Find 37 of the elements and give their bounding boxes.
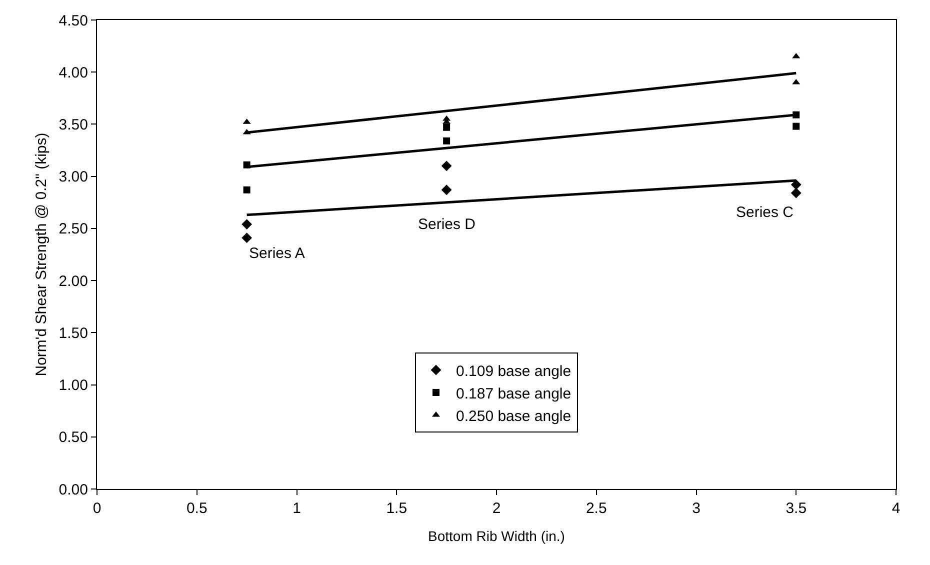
y-tick-label: 2.50 (58, 220, 88, 238)
point (792, 52, 800, 58)
point (242, 219, 252, 230)
x-axis-title: Bottom Rib Width (in.) (428, 528, 565, 544)
point (790, 188, 802, 198)
annotation: Series D (418, 216, 476, 233)
y-tick-label: 0.50 (58, 429, 88, 446)
y-tick-label: 1.00 (58, 377, 88, 394)
x-tick-label: 4 (892, 500, 900, 517)
y-tick-label: 3.00 (58, 168, 88, 186)
y-tick-label: 0.00 (58, 481, 88, 498)
y-tick-label: 4.00 (58, 64, 88, 82)
point (441, 184, 452, 196)
y-tick-label: 2.00 (58, 272, 88, 290)
point (441, 160, 452, 172)
y-tick-label: 4.50 (58, 12, 88, 30)
x-tick-label: 1.5 (386, 500, 408, 517)
point (792, 122, 800, 130)
y-tick-label: 3.50 (58, 116, 88, 134)
x-tick-label: 0.5 (186, 500, 208, 517)
x-tick-label: 3.5 (786, 500, 807, 517)
point (243, 186, 250, 194)
annotation: Series A (249, 245, 305, 262)
point (443, 124, 450, 131)
point (242, 232, 252, 244)
x-tick-label: 2.5 (586, 500, 607, 517)
legend-label: 0.109 base angle (456, 362, 572, 380)
annotation: Series C (736, 204, 794, 221)
x-tick-label: 0 (92, 500, 102, 517)
y-tick-label: 1.50 (58, 324, 88, 342)
x-tick-label: 1 (292, 500, 301, 517)
point (443, 137, 450, 144)
legend-label: 0.250 base angle (456, 408, 572, 425)
y-axis-title: Norm'd Shear Strength @ 0.2" (kips) (33, 132, 50, 376)
x-tick-label: 2 (492, 500, 501, 517)
x-tick-label: 3 (692, 500, 700, 517)
legend-label: 0.187 base angle (456, 385, 572, 402)
